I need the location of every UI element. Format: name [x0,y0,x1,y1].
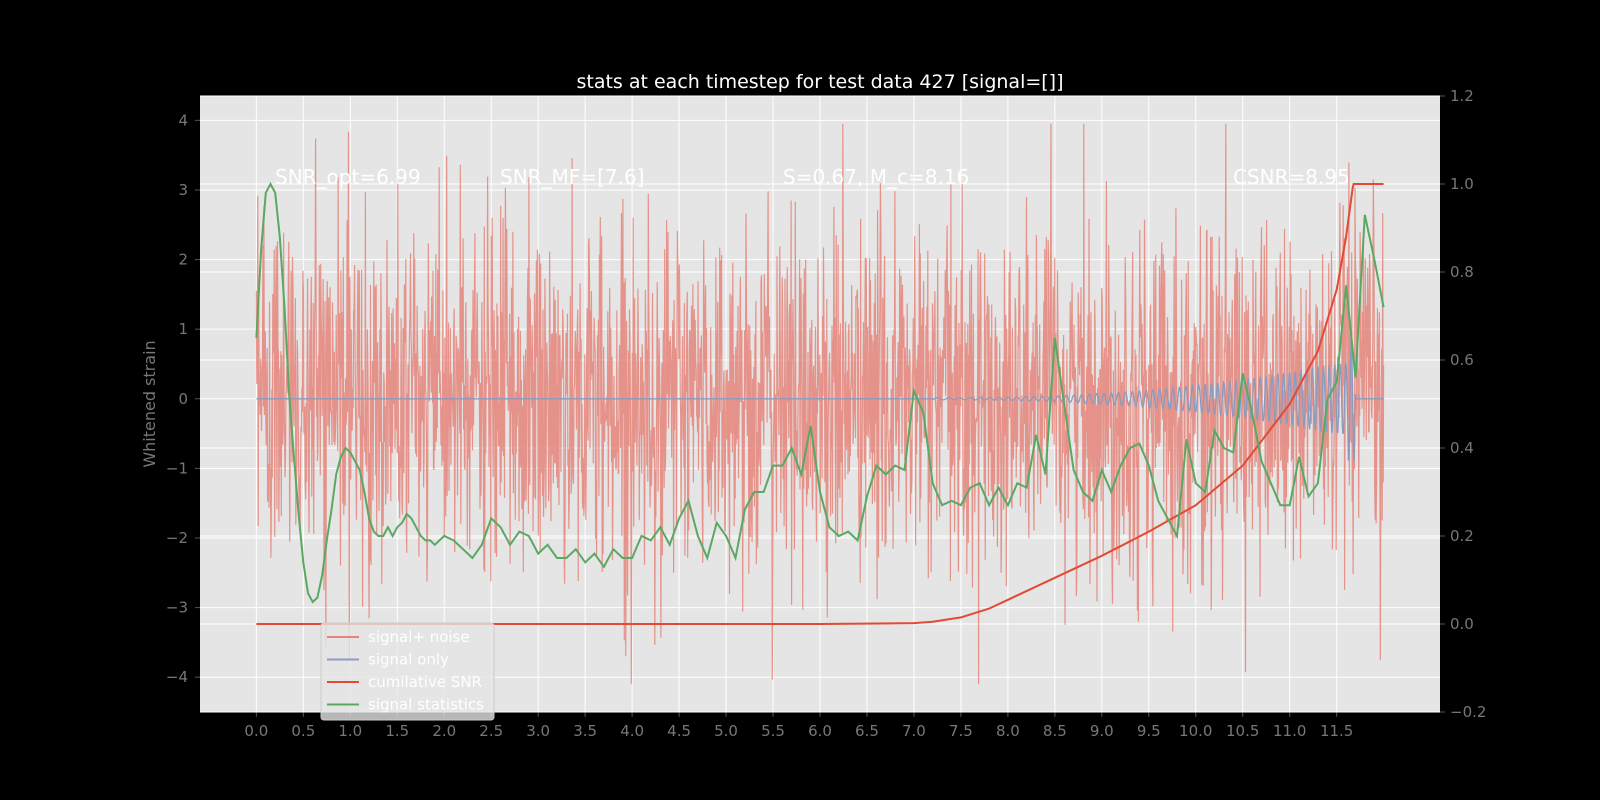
y-left-tick-label: 0 [178,390,188,408]
annotation-3: S=0.67, M_c=8.16 [783,165,969,189]
x-tick-label: 0.5 [291,722,315,740]
y-left-tick-label: 2 [178,251,188,269]
x-tick-label: 0.0 [244,722,268,740]
y-left-tick-label: −3 [166,599,188,617]
data-layer [255,123,1385,685]
x-tick-label: 11.0 [1273,722,1306,740]
y-right-tick-label: −0.2 [1450,703,1486,721]
y-left-tick-label: −4 [166,668,188,686]
x-tick-label: 3.0 [526,722,550,740]
legend-label: signal+ noise [368,628,470,646]
y-right-tick-label: 0.0 [1450,615,1474,633]
x-tick-label: 6.5 [855,722,879,740]
x-tick-label: 3.5 [573,722,597,740]
plot-area: 0.0 0.5 1.0 1.5 2.0 2.5 3.0 3.5 4.0 4.5 5.0 5.5 6.0 6… [166,87,1487,740]
x-tick-label: 9.0 [1090,722,1114,740]
series-cumulative-snr [256,183,1384,625]
legend: signal+ noise signal only cumilative SNR si… [320,622,495,721]
x-tick-label: 10.5 [1226,722,1259,740]
x-tick-label: 8.0 [996,722,1020,740]
y-right-tick-label: 1.2 [1450,87,1474,105]
annotation-2: SNR_MF=[7.6] [500,165,644,189]
y-right-tick-label: 0.6 [1450,351,1474,369]
y-left-tick-label: −2 [166,529,188,547]
x-tick-label: 4.5 [667,722,691,740]
x-tick-label: 4.0 [620,722,644,740]
y-right-tick-label: 0.8 [1450,263,1474,281]
y-left-tick-label: −1 [166,459,188,477]
y-left-tick-label: 4 [178,111,188,129]
series-signal-only [256,336,1384,462]
x-tick-label: 5.0 [714,722,738,740]
x-tick-label: 6.0 [808,722,832,740]
y-right-tick-label: 0.4 [1450,439,1474,457]
series-signal-noise [255,123,1385,685]
legend-box [320,622,495,721]
x-tick-label: 2.5 [479,722,503,740]
x-tick-label: 8.5 [1043,722,1067,740]
chart-title: stats at each timestep for test data 427… [576,71,1063,93]
x-tick-label: 1.0 [338,722,362,740]
y-right-tick-label: 1.0 [1450,175,1474,193]
x-tick-label: 10.0 [1179,722,1212,740]
x-tick-label: 5.5 [761,722,785,740]
y-axis-label: Whitened strain [140,340,159,467]
y-right-tick-label: 0.2 [1450,527,1474,545]
y-left-tick-label: 1 [178,320,188,338]
legend-label: cumilative SNR [368,673,482,691]
y-left-tick-label: 3 [178,181,188,199]
x-tick-label: 9.5 [1137,722,1161,740]
x-tick-label: 11.5 [1320,722,1353,740]
x-tick-label: 7.0 [902,722,926,740]
legend-label: signal only [368,651,449,669]
x-tick-label: 2.0 [432,722,456,740]
x-tick-label: 7.5 [949,722,973,740]
annotation-4: CSNR=8.95 [1233,165,1350,189]
x-tick-label: 1.5 [385,722,409,740]
annotation-1: SNR_opt=6.99 [275,165,421,189]
legend-label: signal statistics [368,696,484,714]
series-signal-statistics [255,181,1385,604]
